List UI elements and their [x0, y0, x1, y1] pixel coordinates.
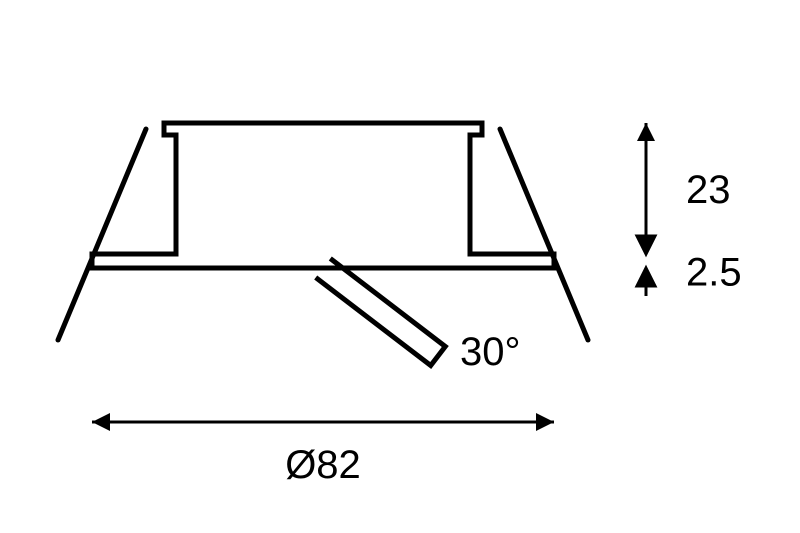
tilt-arm [316, 258, 446, 365]
dimension-angle-label: 30° [460, 330, 521, 374]
dimension-flange-thickness-arrow-bottom [637, 268, 655, 296]
spring-clip-left [58, 129, 146, 340]
dimension-diameter-label: Ø82 [285, 443, 361, 487]
dimension-body-height-label: 23 [686, 168, 731, 212]
dimension-flange-thickness-arrow-top [637, 226, 655, 254]
dimension-body-height-arrow-top [637, 123, 655, 141]
dimension-diameter-arrow-right [536, 413, 554, 431]
spring-clip-right [500, 129, 588, 340]
technical-drawing: Ø82 30° 23 2.5 [0, 0, 800, 533]
dimension-flange-thickness-label: 2.5 [686, 251, 742, 295]
fixture-body-outline [92, 123, 554, 268]
dimension-diameter-arrow-left [92, 413, 110, 431]
